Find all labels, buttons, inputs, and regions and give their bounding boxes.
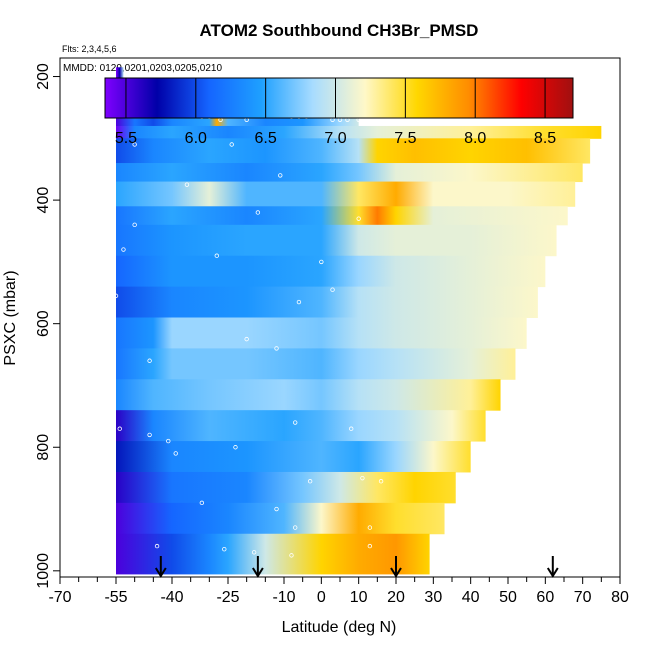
x-tick-label: 60 bbox=[536, 589, 554, 606]
sample-marker bbox=[274, 506, 279, 512]
sample-marker bbox=[121, 247, 126, 252]
sample-marker bbox=[307, 479, 313, 484]
x-tick-label: 10 bbox=[350, 589, 368, 606]
sample-marker bbox=[356, 216, 361, 221]
sample-marker bbox=[214, 253, 219, 258]
y-tick-label: 200 bbox=[35, 63, 52, 90]
heatmap-layer bbox=[116, 255, 546, 288]
sample-marker bbox=[147, 432, 152, 438]
colorbar-tick-label: 7.0 bbox=[324, 130, 346, 147]
heatmap-layer bbox=[116, 286, 538, 318]
arrow-head bbox=[154, 567, 167, 578]
chart-title: ATOM2 Southbound CH3Br_PMSD bbox=[200, 21, 479, 40]
heatmap-layer bbox=[116, 224, 557, 257]
heatmap-layers bbox=[116, 67, 602, 575]
x-tick-label: -70 bbox=[48, 589, 71, 606]
x-tick-label: 30 bbox=[424, 589, 442, 606]
sample-marker bbox=[296, 299, 302, 305]
heatmap-layer bbox=[116, 348, 516, 380]
heatmap-layer bbox=[116, 206, 568, 226]
dates-subtitle: MMDD: 0129,0201,0203,0205,0210 bbox=[63, 63, 222, 74]
colorbar-bar bbox=[104, 77, 574, 119]
sample-marker bbox=[222, 546, 227, 552]
x-tick-label: 40 bbox=[462, 589, 480, 606]
x-tick-label: 70 bbox=[574, 589, 592, 606]
sample-marker bbox=[154, 543, 160, 549]
sample-marker bbox=[367, 543, 373, 549]
x-tick-label: -40 bbox=[160, 589, 183, 606]
sample-marker bbox=[330, 287, 335, 292]
colorbar-tick-label: 8.5 bbox=[534, 130, 556, 147]
sample-marker bbox=[147, 358, 152, 363]
colorbar-tick-label: 8.0 bbox=[464, 130, 486, 147]
heatmap-layer bbox=[116, 533, 430, 575]
heatmap-layer bbox=[116, 138, 591, 164]
y-tick-label: 400 bbox=[35, 187, 52, 214]
y-axis-label: PSXC (mbar) bbox=[2, 270, 19, 365]
heatmap-layer bbox=[116, 181, 576, 207]
colorbar-tick-label: 5.5 bbox=[115, 130, 137, 147]
sample-marker bbox=[113, 293, 119, 299]
sample-marker bbox=[166, 438, 171, 444]
x-axis: -70 -55 -40 -25 -10 0 10 20 30 40 50 60 70 80 bbox=[48, 577, 629, 606]
heatmap-layer bbox=[116, 163, 583, 183]
x-tick-label: -55 bbox=[104, 589, 127, 606]
sample-marker bbox=[173, 451, 178, 456]
arrow-head bbox=[546, 567, 559, 578]
y-tick-label: 1000 bbox=[35, 553, 52, 589]
x-axis-label: Latitude (deg N) bbox=[282, 619, 397, 636]
x-tick-label: -10 bbox=[272, 589, 295, 606]
y-tick-label: 800 bbox=[35, 434, 52, 461]
sample-marker bbox=[349, 426, 354, 431]
y-tick-label: 600 bbox=[35, 310, 52, 337]
sample-marker bbox=[244, 336, 249, 342]
arrow-markers bbox=[154, 556, 559, 578]
sample-marker bbox=[274, 346, 279, 351]
x-tick-label: 0 bbox=[317, 589, 326, 606]
sample-marker bbox=[319, 259, 324, 265]
sample-marker bbox=[367, 525, 373, 530]
heatmap-layer bbox=[116, 410, 486, 442]
heatmap-layer bbox=[116, 125, 602, 139]
sample-marker bbox=[278, 173, 283, 178]
sample-marker bbox=[233, 445, 238, 450]
sample-marker bbox=[293, 525, 298, 530]
sample-marker bbox=[117, 426, 122, 431]
sample-marker bbox=[199, 500, 205, 506]
colorbar-tick-label: 6.5 bbox=[255, 130, 277, 147]
arrow-head bbox=[252, 567, 264, 578]
arrow-head bbox=[390, 567, 402, 578]
sample-marker bbox=[132, 222, 137, 228]
x-tick-label: -25 bbox=[216, 589, 239, 606]
heatmap-layer bbox=[116, 379, 501, 411]
flights-subtitle: Flts: 2,3,4,5,6 bbox=[62, 44, 117, 54]
sample-marker bbox=[110, 546, 115, 552]
sample-marker bbox=[132, 142, 137, 147]
x-tick-label: 20 bbox=[387, 589, 405, 606]
colorbar: 5.5 6.0 6.5 7.0 7.5 8.0 8.5 bbox=[104, 77, 574, 147]
heatmap-layer bbox=[116, 502, 445, 535]
sample-marker bbox=[293, 420, 298, 425]
colorbar-tick-label: 6.0 bbox=[185, 130, 207, 147]
sample-marker bbox=[289, 553, 294, 558]
colorbar-tick-label: 7.5 bbox=[394, 130, 416, 147]
sample-marker bbox=[184, 182, 190, 187]
sample-marker bbox=[360, 475, 365, 481]
heatmap-layer bbox=[116, 471, 456, 504]
sample-marker bbox=[378, 479, 384, 484]
sample-marker bbox=[255, 210, 261, 215]
heatmap-layer bbox=[116, 317, 527, 349]
sample-marker bbox=[229, 142, 234, 147]
x-tick-label: 50 bbox=[499, 589, 517, 606]
x-tick-label: 80 bbox=[611, 589, 629, 606]
sample-marker bbox=[251, 550, 257, 555]
y-axis: 200 400 600 800 1000 bbox=[35, 63, 60, 589]
heatmap-layer bbox=[116, 441, 471, 473]
